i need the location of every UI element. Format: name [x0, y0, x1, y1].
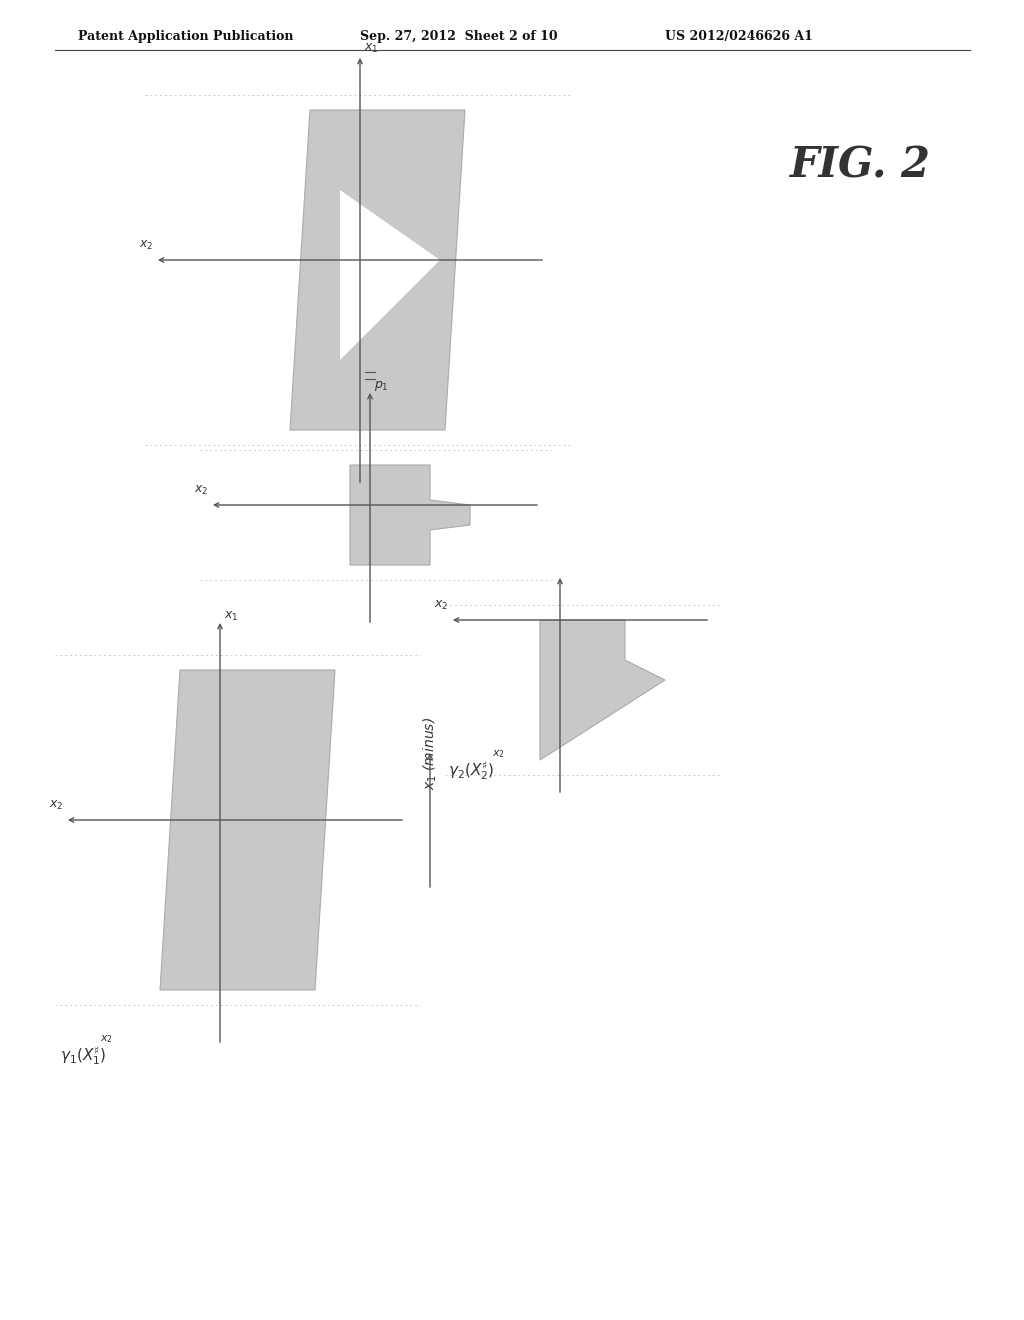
Text: $x_2$: $x_2$ — [434, 599, 449, 612]
Polygon shape — [290, 110, 465, 430]
Text: $x_2$: $x_2$ — [138, 239, 153, 252]
Text: $x_2$: $x_2$ — [100, 1034, 113, 1045]
Polygon shape — [540, 620, 665, 760]
Text: $x_1$: $x_1$ — [364, 42, 379, 55]
Text: $\gamma_2(X_2^{\sharp})$: $\gamma_2(X_2^{\sharp})$ — [449, 760, 495, 783]
Text: $x_1$: $x_1$ — [224, 610, 239, 623]
Text: Patent Application Publication: Patent Application Publication — [78, 30, 294, 44]
Polygon shape — [160, 671, 335, 990]
Text: $x_1$ (minus): $x_1$ (minus) — [421, 717, 438, 789]
Text: $x_2$: $x_2$ — [492, 748, 505, 760]
Text: Sep. 27, 2012  Sheet 2 of 10: Sep. 27, 2012 Sheet 2 of 10 — [360, 30, 558, 44]
Text: FIG. 2: FIG. 2 — [790, 144, 931, 186]
Polygon shape — [350, 465, 470, 565]
Text: $x_2$: $x_2$ — [49, 799, 63, 812]
Text: $x_2$: $x_2$ — [194, 484, 208, 498]
Polygon shape — [340, 190, 440, 360]
Text: $p_1$: $p_1$ — [374, 379, 389, 393]
Text: US 2012/0246626 A1: US 2012/0246626 A1 — [665, 30, 813, 44]
Text: $\gamma_1(X_1^{\sharp})$: $\gamma_1(X_1^{\sharp})$ — [60, 1045, 106, 1068]
